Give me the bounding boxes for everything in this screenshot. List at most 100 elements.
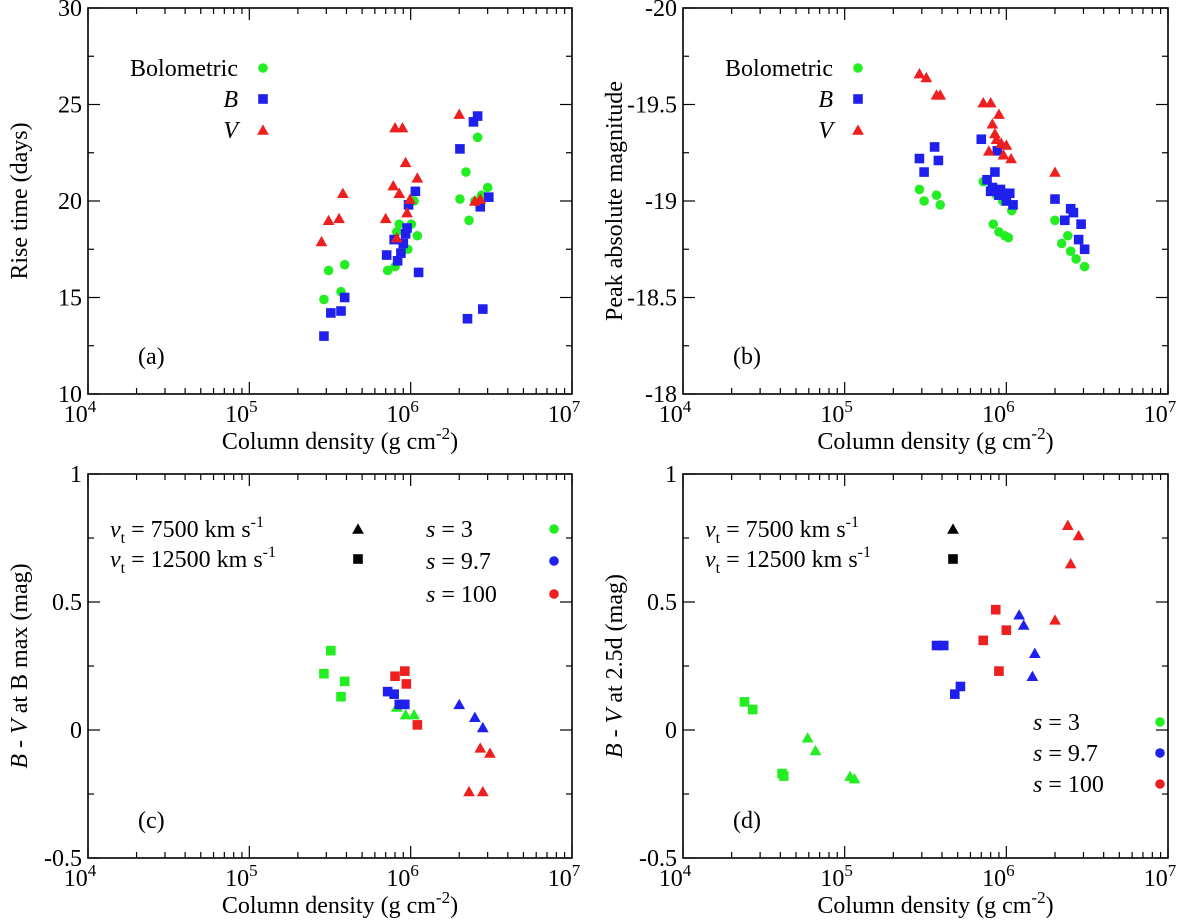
vt-legend-marker [353,554,363,564]
data-point [1065,246,1076,256]
data-point [1003,232,1014,243]
data-point [400,229,411,239]
data-point [400,666,410,676]
data-point [919,167,929,177]
data-point [394,699,405,710]
data-point [986,118,999,129]
data-point [931,190,942,201]
data-point [1063,230,1073,241]
legend-marker [258,63,268,73]
data-point [1061,519,1074,530]
data-point [933,155,944,166]
data-point [475,201,486,212]
y-tick-label: 0.5 [52,590,82,616]
data-point [997,149,1010,160]
vt-legend: vt = 7500 km s-1vt = 12500 km s-1 [110,514,364,577]
data-point [410,186,421,197]
data-point [983,145,995,156]
panel-label: (c) [138,808,165,834]
data-point [323,265,334,276]
legend-marker [852,124,864,135]
x-tick-label: 105 [225,861,257,892]
data-point [913,68,926,79]
y-tick-label: -0.5 [44,846,82,872]
series-s-3-vt-7500 [801,732,861,784]
data-point [413,267,424,278]
data-point [336,691,346,702]
legend: Bolometric BV [130,56,269,144]
data-point [1001,625,1012,635]
s-legend-label: s = 3 [426,517,473,543]
data-point [1068,207,1079,218]
y-axis-ticks [683,7,1168,395]
x-tick-label: 107 [548,397,581,428]
series-b [319,111,494,341]
data-point [408,709,420,720]
vt-legend-label: vt = 12500 km s-1 [705,544,871,577]
data-point [468,117,479,127]
data-point [1026,670,1039,681]
data-point [914,153,925,164]
s-legend-label: s = 100 [426,582,497,608]
data-point [990,167,1000,177]
x-axis-title: Column density (g cm-2) [222,424,458,455]
data-point [476,721,489,733]
y-tick-label: 20 [58,189,82,215]
data-point [1000,139,1013,150]
data-point [474,193,487,204]
data-point [404,193,416,204]
legend-label: B [223,87,238,113]
series-s-100-vt-12500 [390,666,423,730]
chart-panel-b: 104 105 106 107 -18 -18.5 -19 -19.5 -20 Column de… [602,0,1177,455]
y-axis-title: Peak absolute magnitude [602,81,628,321]
data-point [1050,215,1060,226]
data-point [1004,188,1015,199]
x-axis-title: Column density (g cm-2) [222,888,458,919]
data-point [982,174,992,185]
s-legend-label: s = 3 [1033,710,1080,736]
data-point [987,182,998,193]
data-point [931,640,942,651]
data-point [984,96,997,108]
data-point [950,689,960,699]
data-point [1050,194,1060,204]
data-point [390,671,400,682]
data-point [1056,238,1067,249]
data-point [339,259,350,270]
data-point [990,604,1001,615]
series-s-100-vt-7500 [1049,519,1085,625]
data-point [935,200,946,210]
y-tick-label: 0 [70,718,82,744]
data-point [809,744,822,756]
series-s-3-vt-12500 [739,697,789,781]
x-axis-title: Column density (g cm-2) [817,424,1053,455]
series-s-100-vt-12500 [978,604,1012,676]
data-point [976,134,987,145]
data-point [992,146,1003,156]
data-point [399,156,412,168]
data-point [336,306,346,316]
chart-panel-c: 104 105 106 107 -0.5 0 0.5 1 Column density (g c… [7,462,581,919]
x-tick-label: 105 [820,861,853,892]
data-point [453,698,466,710]
x-tick-label: 106 [386,861,419,892]
data-point [484,747,496,758]
legend-label: V [223,118,240,144]
data-point [462,313,473,324]
x-tick-label: 107 [1144,861,1177,892]
data-point [938,640,949,651]
data-point [1072,529,1085,541]
data-point [468,711,481,722]
data-point [1049,166,1061,177]
series-s-100-vt-7500 [463,742,496,797]
data-point [801,732,814,743]
data-point [1017,619,1030,630]
s-legend: s = 3 s = 9.7 s = 100 [1033,710,1165,798]
x-tick-label: 104 [659,397,692,428]
x-tick-label: 106 [982,397,1015,428]
y-tick-label: 0.5 [647,590,677,616]
data-point [1060,215,1070,226]
data-point [989,127,1001,139]
legend-label: Bolometric [725,56,833,82]
